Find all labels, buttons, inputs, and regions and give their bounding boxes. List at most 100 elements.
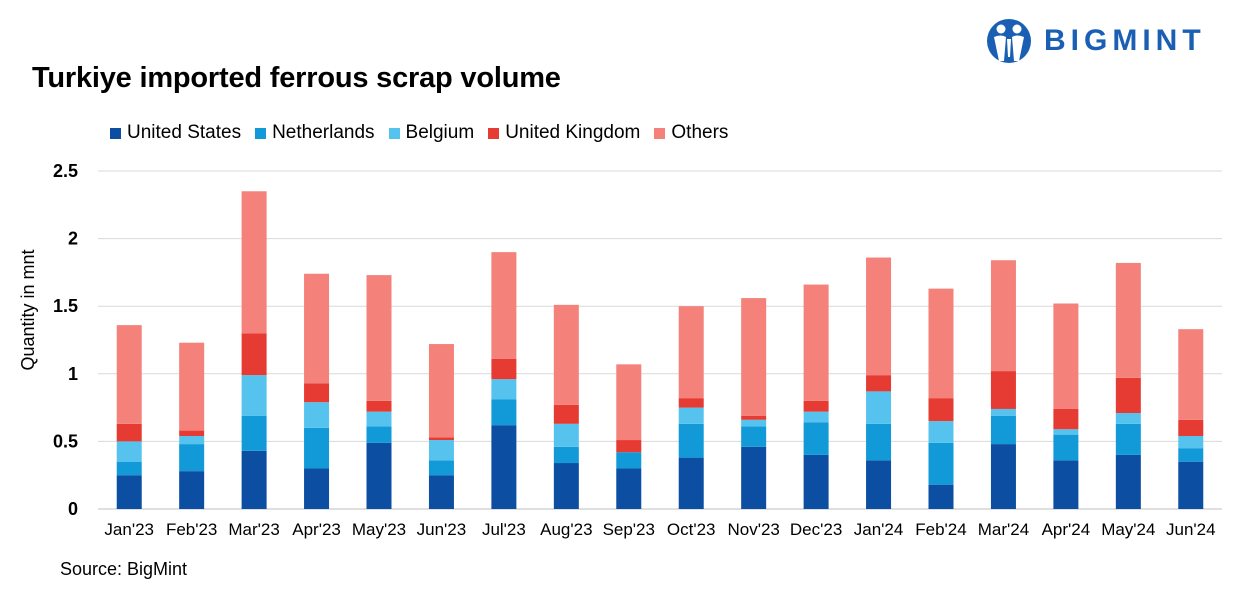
bar-segment-united-kingdom [491,358,517,380]
bar-segment-belgium [428,440,454,461]
bar-segment-others [179,342,205,431]
bar-segment-united-kingdom [741,415,767,420]
bar-segment-netherlands [1178,448,1204,462]
bar-segment-others [491,252,517,359]
x-tick-label: Apr'23 [292,520,341,539]
legend-label: United Kingdom [505,122,641,143]
bar-segment-netherlands [304,427,330,469]
brand-logo: BIGMINT [986,16,1206,66]
bar-segment-netherlands [1115,423,1141,455]
bar-segment-netherlands [616,452,642,469]
bar-segment-united-states [803,454,829,509]
bar-segment-united-states [990,444,1016,509]
bar-segment-united-kingdom [241,333,267,376]
legend-swatch [488,127,500,139]
x-tick-label: Oct'23 [667,520,716,539]
bar-segment-united-kingdom [990,371,1016,409]
bar-segment-others [428,344,454,438]
bar-segment-netherlands [803,422,829,455]
bar-segment-others [116,325,142,424]
bar-segment-others [990,260,1016,372]
bar-segment-united-kingdom [366,400,392,412]
bar-segment-belgium [179,435,205,445]
y-tick-label: 2 [68,229,78,249]
source-note: Source: BigMint [60,559,188,579]
x-tick-label: Feb'24 [915,520,966,539]
legend-label: Belgium [405,122,475,143]
legend-swatch [255,127,267,139]
legend-swatch [388,127,400,139]
bar-segment-others [928,288,954,399]
legend-item-united-states: United States [110,122,241,144]
bar-segment-netherlands [990,415,1016,445]
bar-segment-belgium [866,391,892,424]
bar-segment-netherlands [741,426,767,447]
bar-segment-united-states [928,484,954,509]
bar-segment-netherlands [553,446,579,464]
bar-segment-belgium [304,402,330,428]
bar-segment-netherlands [1053,434,1079,461]
legend-item-netherlands: Netherlands [255,122,375,144]
x-tick-label: Jan'23 [104,520,154,539]
y-axis-label: Quantity in mnt [18,249,38,370]
bar-segment-united-kingdom [1178,419,1204,436]
bar-segment-belgium [1178,435,1204,449]
bar-segment-united-states [553,463,579,509]
bar-segment-others [1053,303,1079,409]
x-tick-label: Mar'24 [978,520,1029,539]
bar-segment-united-kingdom [553,404,579,424]
bar-segment-belgium [678,407,704,424]
bar-segment-united-kingdom [428,437,454,441]
bar-segment-netherlands [241,415,267,451]
bar-segment-netherlands [678,423,704,458]
bar-segment-belgium [116,441,142,462]
y-tick-label: 1 [68,364,78,384]
bar-segment-belgium [803,411,829,423]
legend-label: Netherlands [272,122,375,143]
bar-segment-united-kingdom [179,430,205,436]
bar-segment-belgium [241,375,267,416]
bar-segment-united-states [179,471,205,509]
bar-segment-united-states [1178,461,1204,509]
bar-segment-belgium [553,423,579,447]
bar-segment-united-states [116,475,142,509]
bar-segment-netherlands [866,423,892,461]
bar-segment-belgium [1115,413,1141,424]
bar-segment-united-states [304,468,330,509]
bar-segment-united-kingdom [1053,408,1079,430]
x-tick-label: Apr'24 [1042,520,1091,539]
bar-segment-netherlands [428,460,454,476]
legend-swatch [110,127,121,139]
bar-segment-united-kingdom [803,400,829,412]
x-tick-label: Nov'23 [727,520,779,539]
bar-segment-others [678,306,704,399]
bar-segment-others [616,364,642,441]
bar-segment-others [1115,262,1141,378]
legend-label: Others [671,122,729,143]
bar-segment-belgium [1053,429,1079,435]
bar-segment-belgium [366,411,392,427]
bar-segment-united-states [491,425,517,509]
bar-segment-belgium [990,408,1016,416]
bar-segment-netherlands [928,442,954,485]
bar-segment-netherlands [491,399,517,426]
bar-segment-united-kingdom [866,375,892,392]
legend-swatch [654,127,666,139]
bar-segment-belgium [741,419,767,427]
bar-segment-netherlands [366,426,392,443]
chart-legend: United States Netherlands Belgium United Ki… [110,122,742,144]
x-tick-label: Aug'23 [540,520,592,539]
x-tick-label: Sep'23 [603,520,655,539]
bar-segment-united-states [428,475,454,509]
bar-segment-others [241,191,267,334]
x-tick-label: Jun'23 [417,520,467,539]
y-tick-label: 1.5 [53,296,78,316]
x-tick-label: Feb'23 [166,520,217,539]
legend-label: United States [127,122,242,143]
x-tick-label: Dec'23 [790,520,842,539]
brand-name: BIGMINT [1044,24,1206,57]
bar-segment-others [1178,329,1204,420]
legend-item-others: Others [654,122,728,144]
bar-segment-others [741,298,767,416]
bar-segment-united-kingdom [616,440,642,453]
